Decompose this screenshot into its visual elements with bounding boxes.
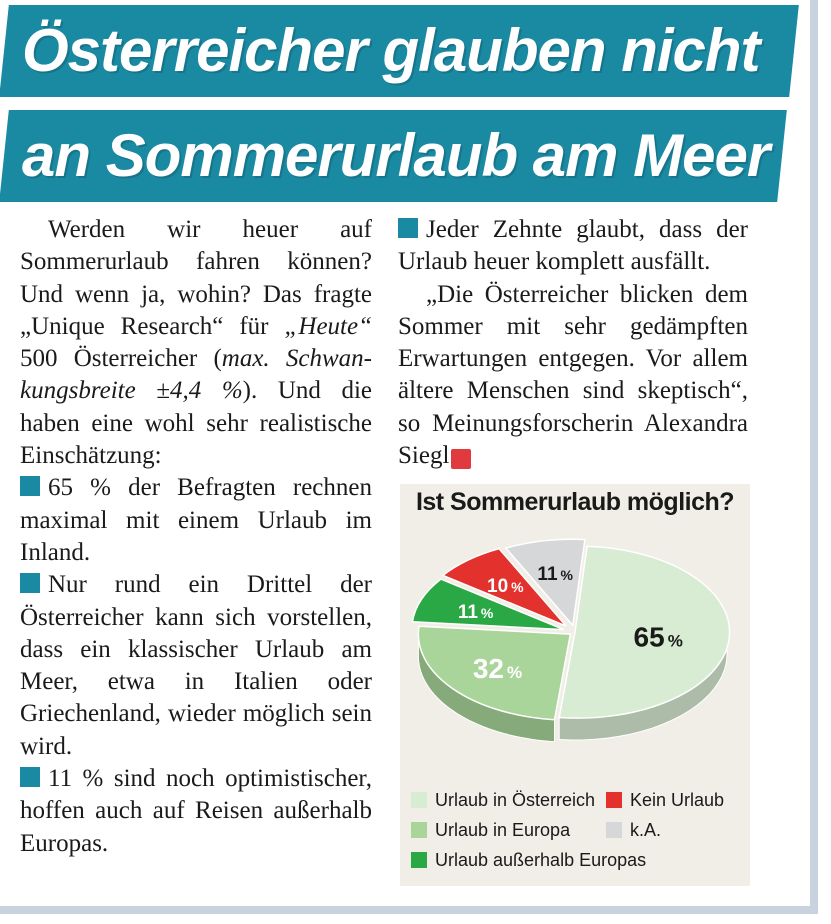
bullet-square-icon [398,218,418,238]
legend-oesterreich-swatch [411,792,427,808]
quote-paragraph: „Die Österreicher blicken dem Sommer mit… [398,279,748,473]
legend-ka-label: k.A. [630,820,662,840]
bullet-4-text: Jeder Zehnte glaubt, dass der Urlaub heu… [398,216,748,276]
chart-title: Ist Sommerurlaub möglich? [415,488,735,516]
intro-margin-of-error: max. Schwan­kungsbreite ±4,4 % [20,345,372,405]
article-column-right: Jeder Zehnte glaubt, dass der Urlaub heu… [398,214,748,472]
slice-ka-label: 11% [537,564,573,585]
legend-ka-swatch [606,822,622,838]
legend-ausserhalb-europas-label: Urlaub außerhalb Europas [435,850,647,870]
bullet-3: 11 % sind noch optimisti­scher, hoffen a… [20,763,372,860]
intro-text-a: Werden wir heuer auf Sommerurlaub fahren… [20,216,372,340]
article-column-left: Werden wir heuer auf Sommerurlaub fahren… [20,214,372,860]
heute-logo-icon: H [451,449,491,470]
bullet-square-icon [20,767,40,788]
headline-line-1-bar: Österreicher glauben nicht [0,5,799,97]
intro-text-b: 500 Ös­terreicher ( [20,345,222,373]
bullet-4: Jeder Zehnte glaubt, dass der Urlaub heu… [398,214,748,279]
slice-europa [417,625,572,721]
headline-line-2: an Sommerurlaub am Meer [22,122,770,189]
slice-ausserhalb-europas-label: 11% [458,602,494,623]
slice-ausserhalb-europas [411,578,565,631]
bullet-2: Nur rund ein Drittel der Österreicher ka… [20,569,372,763]
intro-paragraph: Werden wir heuer auf Sommerurlaub fahren… [20,214,372,472]
headline-line-2-bar: an Sommerurlaub am Meer [0,110,787,202]
pie-chart: 65 % 32 % 11 % 10 % 11% [411,538,731,743]
bullet-1-text: 65 % der Befragten rech­nen maximal mit … [20,474,372,566]
slice-ka [504,538,586,628]
bullet-square-icon [20,573,40,594]
legend-ausserhalb-europas: Urlaub außerhalb Europas [411,850,646,871]
legend-europa-label: Urlaub in Europa [435,820,571,840]
legend-ausserhalb-europas-swatch [411,852,427,868]
legend-europa-swatch [411,822,427,838]
legend-kein-urlaub: Kein Urlaub [606,790,724,811]
legend-oesterreich: Urlaub in Österreich [411,790,595,811]
legend-europa: Urlaub in Europa [411,820,570,841]
page-frame [0,0,818,914]
bullet-square-icon [20,476,40,497]
legend-ka: k.A. [606,820,661,841]
legend-kein-urlaub-label: Kein Urlaub [630,790,725,810]
slice-europa-label: 32% [473,653,522,684]
bullet-2-text: Nur rund ein Drittel der Österreicher ka… [20,571,372,760]
legend-kein-urlaub-swatch [606,792,622,808]
bullet-3-text: 11 % sind noch optimisti­scher, hoffen a… [20,765,372,857]
headline-line-1: Österreicher glauben nicht [22,17,760,84]
slice-oesterreich-label: 65% [634,621,683,652]
slice-oesterreich [558,545,731,719]
quote-text: „Die Österreicher blicken dem Sommer mit… [398,280,748,470]
intro-heute: „Heute“ [284,312,373,340]
slice-kein-urlaub-label: 10% [487,576,524,597]
intro-text-c: ). Und die haben eine wohl sehr realis­t… [20,377,372,470]
slice-kein-urlaub [441,547,567,627]
bullet-1: 65 % der Befragten rech­nen maximal mit … [20,472,372,569]
legend-oesterreich-label: Urlaub in Österreich [435,790,596,810]
